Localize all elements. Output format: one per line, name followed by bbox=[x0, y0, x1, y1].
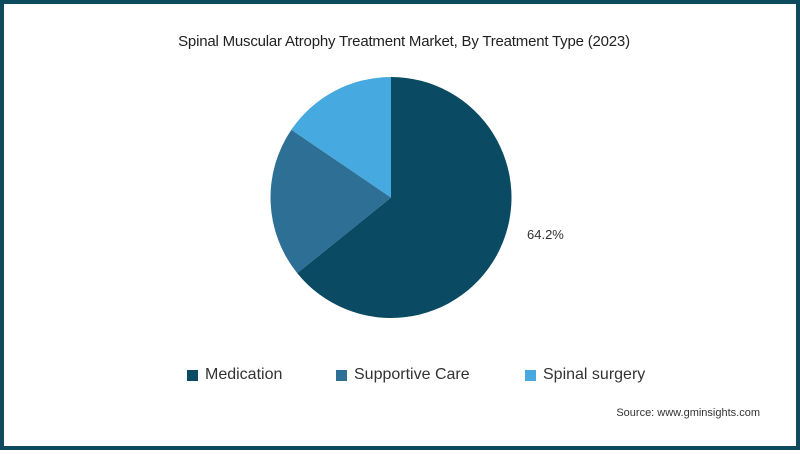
chart-title: Spinal Muscular Atrophy Treatment Market… bbox=[178, 33, 630, 50]
legend-label-medication: Medication bbox=[205, 366, 283, 383]
legend-label-supportive-care: Supportive Care bbox=[354, 366, 470, 383]
legend-swatch-spinal-surgery bbox=[525, 369, 536, 381]
pie-slice-medication bbox=[297, 77, 512, 318]
legend-label-spinal-surgery: Spinal surgery bbox=[543, 366, 646, 383]
pie-slice-supportive-care bbox=[270, 129, 391, 274]
legend-swatch-supportive-care bbox=[336, 369, 347, 381]
medication-percent-label: 64.2% bbox=[527, 227, 564, 242]
source-attribution: Source: www.gminsights.com bbox=[616, 407, 760, 419]
pie-slice-spinal-surgery bbox=[291, 77, 391, 198]
legend-item-spinal-surgery: Spinal surgery bbox=[525, 366, 645, 384]
pie-chart bbox=[270, 77, 512, 318]
legend-item-medication: Medication bbox=[187, 366, 282, 384]
legend-swatch-medication bbox=[187, 369, 198, 381]
legend-item-supportive-care: Supportive Care bbox=[336, 366, 470, 384]
